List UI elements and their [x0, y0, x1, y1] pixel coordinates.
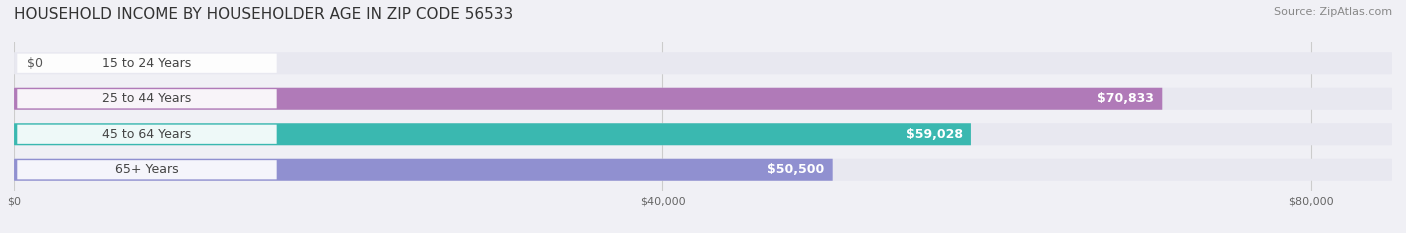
FancyBboxPatch shape: [17, 54, 277, 73]
Text: Source: ZipAtlas.com: Source: ZipAtlas.com: [1274, 7, 1392, 17]
FancyBboxPatch shape: [14, 123, 972, 145]
Text: $59,028: $59,028: [905, 128, 963, 141]
FancyBboxPatch shape: [14, 88, 1392, 110]
Text: $0: $0: [27, 57, 44, 70]
FancyBboxPatch shape: [14, 123, 1392, 145]
Text: HOUSEHOLD INCOME BY HOUSEHOLDER AGE IN ZIP CODE 56533: HOUSEHOLD INCOME BY HOUSEHOLDER AGE IN Z…: [14, 7, 513, 22]
FancyBboxPatch shape: [14, 159, 1392, 181]
Text: 45 to 64 Years: 45 to 64 Years: [103, 128, 191, 141]
Text: $70,833: $70,833: [1097, 92, 1154, 105]
FancyBboxPatch shape: [14, 159, 832, 181]
FancyBboxPatch shape: [17, 125, 277, 144]
Text: 25 to 44 Years: 25 to 44 Years: [103, 92, 191, 105]
FancyBboxPatch shape: [17, 160, 277, 179]
Text: 65+ Years: 65+ Years: [115, 163, 179, 176]
FancyBboxPatch shape: [14, 88, 1163, 110]
FancyBboxPatch shape: [17, 89, 277, 108]
Text: 15 to 24 Years: 15 to 24 Years: [103, 57, 191, 70]
Text: $50,500: $50,500: [768, 163, 824, 176]
FancyBboxPatch shape: [14, 52, 1392, 74]
